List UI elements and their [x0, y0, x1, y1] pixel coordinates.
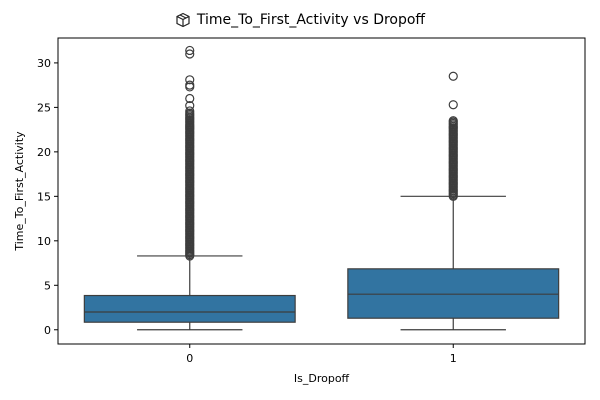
outlier-point	[448, 100, 458, 110]
plot-frame	[57, 37, 586, 345]
y-tick-label: 25	[37, 101, 51, 114]
boxes-layer	[83, 45, 560, 331]
x-tick-label: 0	[186, 352, 193, 365]
y-tick-label: 5	[44, 279, 51, 292]
outlier-point	[185, 80, 195, 90]
x-axis-label: Is_Dropoff	[294, 372, 350, 385]
package-icon	[176, 12, 190, 28]
box-group-0	[83, 45, 296, 331]
outlier-point	[185, 49, 195, 59]
y-tick-label: 30	[37, 57, 51, 70]
outlier-point	[448, 71, 458, 81]
y-tick-label: 10	[37, 235, 51, 248]
outlier-point	[185, 45, 195, 56]
iqr-box	[83, 294, 296, 323]
chart-title: Time_To_First_Activity vs Dropoff	[196, 12, 426, 28]
chart-title-row: Time_To_First_Activity vs Dropoff	[0, 12, 600, 28]
iqr-box	[347, 268, 560, 319]
y-tick-label: 20	[37, 146, 51, 159]
outlier-point	[185, 106, 195, 116]
outlier-point	[185, 93, 195, 104]
box-group-1	[347, 71, 560, 331]
outlier-point	[448, 116, 458, 126]
y-axis: 0 5 10 15 20 25 30	[37, 57, 58, 337]
outlier-point	[185, 75, 195, 85]
outlier-point	[185, 101, 195, 111]
y-axis-label: Time_To_First_Activity	[13, 131, 26, 252]
y-tick-label: 0	[44, 324, 51, 337]
x-tick-label: 1	[450, 352, 457, 365]
y-tick-label: 15	[37, 190, 51, 203]
